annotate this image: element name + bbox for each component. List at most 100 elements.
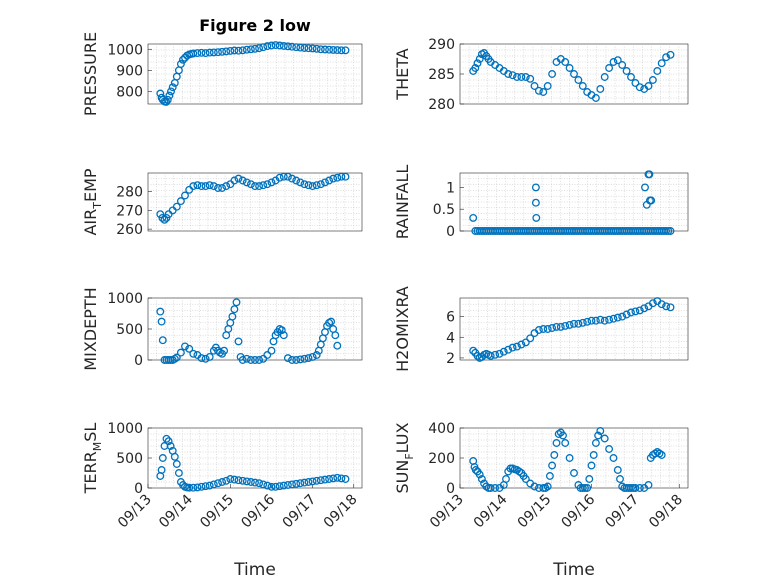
subplot-air-temp-data-point [292,176,301,185]
subplot-terr-msl-xtick-label: 09/16 [238,491,278,531]
subplot-theta-data-point [596,85,605,93]
subplot-mixdepth-data-point [327,317,336,326]
subplot-terr-msl-data-point [193,483,202,492]
subplot-rainfall-data-point [532,213,541,222]
subplot-mixdepth-data-point [308,352,317,361]
subplot-h2omixra-ytick-label: 6 [446,310,455,326]
subplot-terr-msl-data-point [251,478,259,487]
subplot-air-temp-data-point [176,197,185,206]
subplot-sun-flux-data-point [594,431,603,440]
subplot-sun-flux-xtick-label: 09/15 [515,492,555,532]
subplot-pressure-data-point [163,95,172,104]
subplot-rainfall-ytick-label: 0.5 [433,202,455,218]
subplot-theta-data-point [591,94,600,102]
subplot-h2omixra-data-point [495,349,504,358]
subplot-pressure-data-point [193,49,202,58]
subplot-h2omixra-data-point [539,325,548,333]
subplot-terr-msl-data-point [337,474,346,483]
subplot-air-temp-data-point [300,180,309,189]
subplot-air-temp: 260 270 280 AIRTEMP [81,168,363,238]
subplot-theta-data-point [570,70,578,78]
subplot-sun-flux-data-point [605,445,614,453]
subplot-terr-msl-xtick-label: 09/13 [115,492,155,532]
subplot-mixdepth-data-point [189,349,198,358]
subplot-rainfall-data-point [531,183,540,192]
subplot-sun-flux-ytick-label: 400 [428,421,455,437]
subplot-pressure-data-point [337,46,346,55]
subplot-rainfall-data-point [642,200,651,209]
subplot-sun-flux-data-point [596,427,605,435]
subplot-pressure-data-point [271,41,280,50]
subplot-sun-flux-data-point [559,431,567,440]
subplot-terr-msl-data-point [238,476,247,485]
subplot-theta-data-point [471,64,480,72]
subplot-air-temp-data-point [279,172,288,181]
subplot-theta-points [469,49,675,102]
subplot-h2omixra-data-point [605,315,614,324]
subplot-h2omixra-data-point [657,300,666,309]
subplot-pressure-data-point [312,44,321,53]
subplot-theta-ytick-label: 280 [428,97,455,113]
subplot-terr-msl-data-point [255,479,264,488]
subplot-mixdepth-data-point [197,354,206,363]
subplot-pressure-data-point [288,42,296,51]
subplot-terr-msl-data-point [341,475,350,483]
subplot-terr-msl-xtick-label: 09/15 [197,492,237,532]
subplot-terr-msl-data-point [316,476,325,485]
subplot-mixdepth-data-point [232,298,241,307]
subplot-rainfall-data-point [645,170,654,179]
subplot-mixdepth-data-point [220,346,229,355]
subplot-terr-msl-data-point [312,476,321,485]
subplot-mixdepth-data-point [312,351,321,359]
subplot-rainfall-data-point [469,213,478,222]
subplot-theta-data-point [539,88,548,96]
subplot-mixdepth-data-point [176,348,185,357]
subplot-terr-msl-data-point [304,478,313,486]
subplot-sun-flux-data-point [552,439,561,447]
subplot-terr-msl-data-point [234,476,243,485]
subplot-air-temp-data-point [333,173,342,182]
subplot-terr-msl-data-point [296,479,305,488]
subplot-pressure-data-point [251,44,259,53]
subplot-mixdepth: 0 500 1000 MIXDEPTH [81,287,363,371]
subplot-theta-data-point [605,64,614,72]
subplot-theta-data-point [622,67,631,75]
subplot-air-temp-data-point [329,174,338,183]
subplot-mixdepth-data-point [238,356,247,364]
subplot-sun-flux-data-point [554,430,563,438]
subplot-pressure-data-point [214,48,222,57]
subplot-pressure-data-point [283,42,292,51]
subplot-pressure-data-point [167,87,175,96]
subplot-sun-flux-xtick-label: 09/16 [559,491,599,531]
subplot-air-temp-data-point [308,182,317,191]
subplot-h2omixra-data-point [591,316,600,325]
subplot-terr-msl-data-point [292,479,301,488]
subplot-pressure-ytick-label: 800 [116,84,143,100]
subplot-mixdepth-data-point [230,305,239,314]
subplot-pressure-data-point [238,46,247,55]
subplot-terr-msl-data-point [157,466,166,474]
subplot-h2omixra-data-point [666,303,675,312]
subplot-terr-msl-ytick-label: 1000 [107,421,143,437]
subplot-sun-flux-xtick-label: 09/13 [427,492,467,532]
subplot-air-temp-data-point [316,180,325,189]
subplot-air-temp-ytick-label: 280 [116,185,143,201]
subplot-terr-msl-xtick-label: 09/18 [321,492,361,532]
subplot-sun-flux-xlabel: Time [552,560,595,580]
subplot-air-temp-ytick-label: 260 [116,222,143,238]
subplot-terr-msl-data-point [222,476,231,485]
subplot-terr-msl-xtick-label: 09/17 [280,492,320,532]
subplot-h2omixra-data-point [600,316,609,325]
subplot-h2omixra-data-point [534,326,543,334]
subplot-sun-flux-data-point [587,461,596,470]
subplot-sun-flux-data-point [502,475,510,483]
subplot-mixdepth-data-point [333,341,342,350]
subplot-h2omixra-data-point [548,324,557,332]
subplot-air-temp-data-point [283,172,292,181]
subplot-theta-data-point [653,67,662,75]
subplot-pressure-ytick-label: 1000 [107,42,143,58]
subplot-air-temp-data-point [201,182,210,191]
subplot-rainfall-data-point [531,198,540,207]
subplot-mixdepth-data-point [234,337,243,346]
subplot-terr-msl-xlabel: Time [233,560,276,580]
